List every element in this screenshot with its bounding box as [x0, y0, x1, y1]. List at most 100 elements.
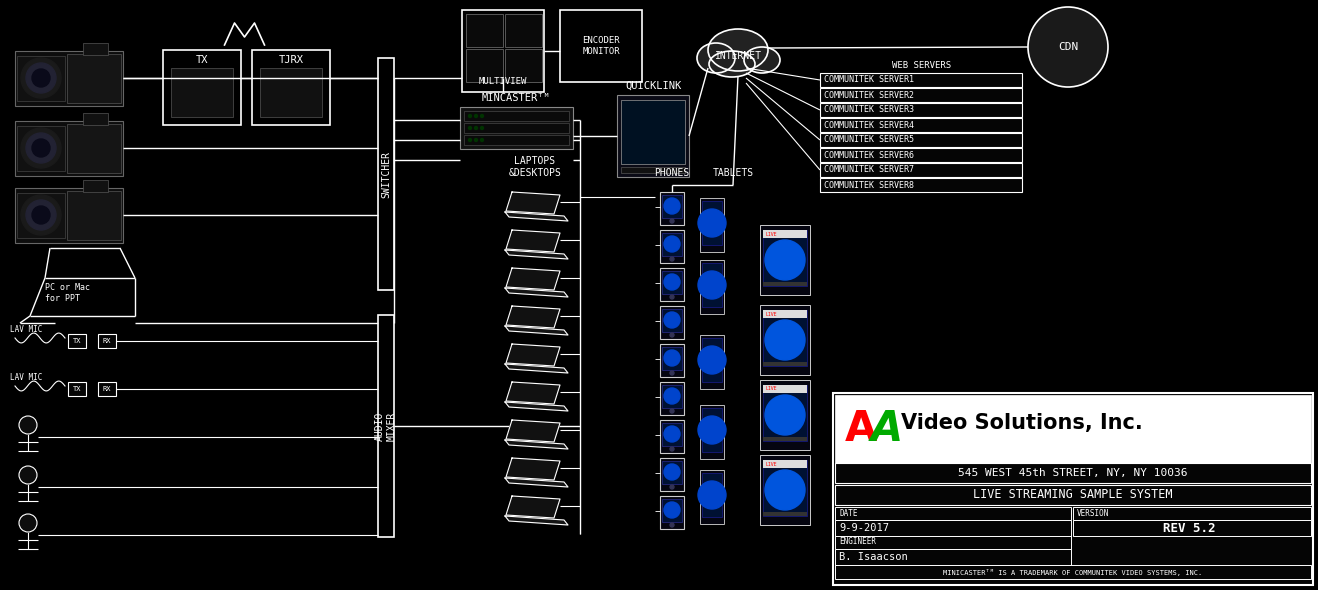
Text: COMMUNITEK SERVER4: COMMUNITEK SERVER4 [824, 120, 913, 129]
Bar [17, 126, 65, 171]
Text: LAV MIC: LAV MIC [11, 373, 42, 382]
Bar [467, 49, 503, 82]
Polygon shape [505, 326, 568, 335]
Bar [836, 463, 1311, 483]
Text: LIVE: LIVE [764, 312, 776, 316]
Circle shape [21, 58, 61, 98]
Bar [820, 73, 1021, 87]
Text: LAPTOPS
&DESKTOPS: LAPTOPS &DESKTOPS [509, 156, 561, 178]
Bar [660, 344, 684, 377]
Bar [662, 233, 681, 256]
Text: TJRX: TJRX [278, 55, 303, 65]
Bar [702, 473, 722, 517]
Bar [163, 50, 241, 125]
Bar [760, 225, 811, 295]
Text: ENGINEER: ENGINEER [840, 537, 876, 546]
Bar [83, 113, 108, 125]
Polygon shape [506, 230, 560, 252]
Circle shape [474, 114, 477, 117]
Text: LIVE: LIVE [764, 231, 776, 237]
Bar [836, 520, 1072, 536]
Polygon shape [505, 250, 568, 259]
Bar [69, 334, 86, 348]
Circle shape [699, 416, 726, 444]
Bar [760, 380, 811, 450]
Polygon shape [506, 382, 560, 404]
Circle shape [664, 198, 680, 214]
Bar [662, 309, 681, 332]
Bar [662, 461, 681, 484]
Text: MINICASTERᵀᴹ IS A TRADEMARK OF COMMUNITEK VIDEO SYSTEMS, INC.: MINICASTERᵀᴹ IS A TRADEMARK OF COMMUNITE… [944, 569, 1202, 575]
Bar [702, 338, 722, 382]
Circle shape [764, 395, 805, 435]
Bar [662, 271, 681, 294]
Polygon shape [505, 440, 568, 449]
Bar [252, 50, 330, 125]
Text: COMMUNITEK SERVER8: COMMUNITEK SERVER8 [824, 181, 913, 189]
Bar [14, 188, 123, 243]
Circle shape [481, 114, 484, 117]
Bar [660, 268, 684, 301]
Bar [83, 180, 108, 192]
Text: LAV MIC: LAV MIC [11, 325, 42, 334]
Bar [836, 549, 1072, 565]
Text: RX: RX [103, 338, 111, 344]
Bar [820, 178, 1021, 192]
Circle shape [670, 409, 673, 413]
Circle shape [26, 133, 55, 163]
Circle shape [664, 312, 680, 328]
Ellipse shape [708, 29, 768, 71]
Circle shape [764, 240, 805, 280]
Circle shape [32, 69, 50, 87]
Bar [14, 51, 123, 106]
Bar [763, 385, 807, 441]
Text: ENCODER
MONITOR: ENCODER MONITOR [583, 37, 619, 55]
Circle shape [32, 206, 50, 224]
Bar [560, 10, 642, 82]
Text: PC or Mac
for PPT: PC or Mac for PPT [45, 283, 90, 303]
Text: QUICKLINK: QUICKLINK [625, 81, 681, 91]
Bar [660, 496, 684, 529]
Ellipse shape [709, 51, 755, 77]
Text: INTERNET: INTERNET [714, 51, 762, 61]
Circle shape [699, 346, 726, 374]
Bar [836, 395, 1311, 463]
Bar [836, 565, 1311, 579]
Bar [378, 315, 394, 537]
Circle shape [670, 219, 673, 223]
Bar [763, 310, 807, 318]
Circle shape [26, 200, 55, 230]
Bar [820, 88, 1021, 102]
Bar [820, 148, 1021, 162]
Bar [763, 282, 807, 286]
Bar [98, 334, 116, 348]
Circle shape [18, 514, 37, 532]
Text: TX: TX [72, 386, 82, 392]
Circle shape [468, 139, 472, 142]
Text: COMMUNITEK SERVER6: COMMUNITEK SERVER6 [824, 150, 913, 159]
Bar [700, 335, 724, 389]
Bar [836, 507, 1072, 520]
Text: WEB SERVERS: WEB SERVERS [892, 61, 952, 70]
Polygon shape [506, 496, 560, 518]
Text: RX: RX [103, 386, 111, 392]
Circle shape [664, 502, 680, 518]
Circle shape [18, 416, 37, 434]
Bar [820, 163, 1021, 177]
Bar [700, 405, 724, 459]
Text: REV 5.2: REV 5.2 [1162, 523, 1215, 536]
Bar [760, 305, 811, 375]
Text: SWITCHER: SWITCHER [381, 150, 391, 198]
Bar [83, 43, 108, 55]
Circle shape [670, 333, 673, 337]
Circle shape [21, 128, 61, 168]
Bar [763, 362, 807, 366]
Bar [820, 133, 1021, 147]
Text: 9-9-2017: 9-9-2017 [840, 523, 890, 533]
Bar [171, 68, 233, 117]
Bar [1073, 507, 1311, 520]
Bar [660, 420, 684, 453]
Circle shape [664, 464, 680, 480]
Bar [660, 382, 684, 415]
Circle shape [764, 320, 805, 360]
